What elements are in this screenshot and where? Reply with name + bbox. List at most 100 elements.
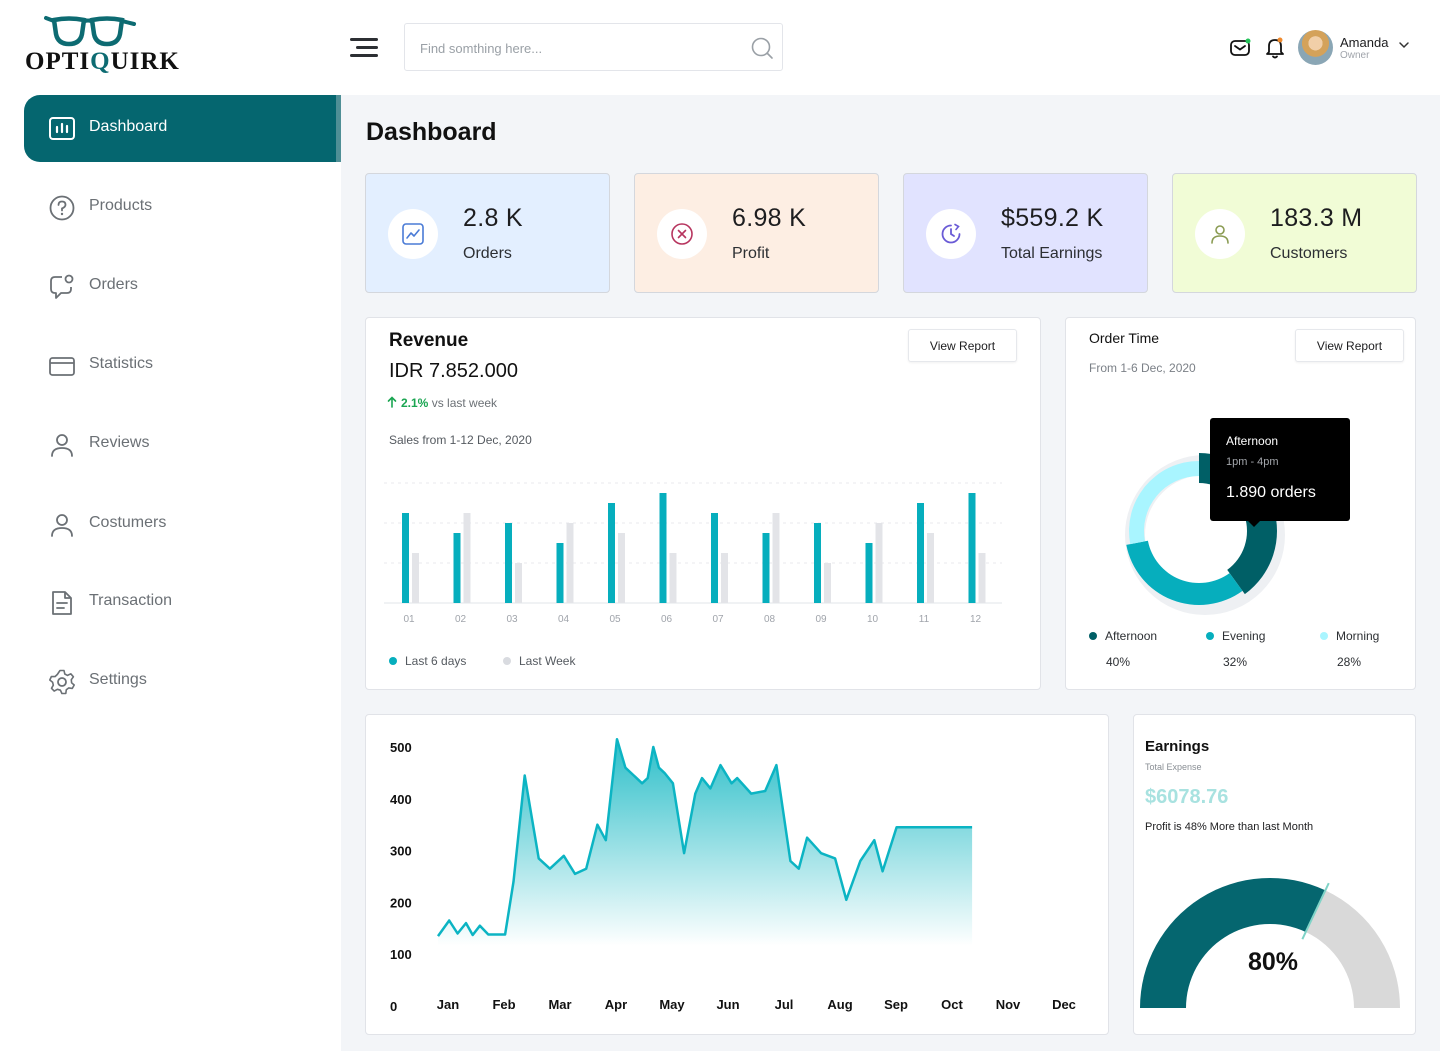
x-tick-label: 04 — [558, 614, 570, 625]
revenue-growth-text: vs last week — [431, 396, 498, 410]
x-tick-label: May — [659, 997, 685, 1012]
x-tick-label: Aug — [827, 997, 852, 1012]
x-tick-label: Mar — [548, 997, 571, 1012]
x-tick-label: 10 — [867, 614, 879, 625]
chat-bubble-icon — [50, 274, 74, 299]
search-input[interactable] — [420, 36, 740, 60]
bar-last-week — [566, 523, 574, 603]
bar-last-6-days — [453, 533, 461, 603]
x-tick-label: 01 — [403, 614, 415, 625]
chevron-down-icon[interactable] — [1398, 40, 1410, 50]
document-icon — [52, 591, 72, 615]
bar-last-6-days — [814, 523, 821, 603]
user-icon — [51, 514, 73, 537]
earnings-title: Earnings — [1145, 738, 1210, 755]
gauge-remaining — [1305, 890, 1400, 1008]
sidebar-item-transaction[interactable]: Transaction — [24, 569, 341, 636]
x-tick-label: Jul — [775, 997, 794, 1012]
bar-last-week — [618, 533, 625, 603]
bar-last-6-days — [865, 543, 873, 603]
y-tick-label: 500 — [390, 740, 412, 755]
revenue-growth-pct: 2.1% — [401, 396, 429, 410]
view-report-button[interactable]: View Report — [908, 329, 1017, 362]
sidebar-item-label: Statistics — [89, 355, 154, 372]
stat-icon-wrapper — [926, 209, 976, 259]
gauge-marker — [1301, 882, 1330, 940]
revenue-amount: IDR 7.852.000 — [389, 360, 518, 382]
stat-card-profit[interactable]: 6.98 K Profit — [634, 173, 879, 293]
x-tick-label: 07 — [712, 614, 724, 625]
y-tick-label: 100 — [390, 947, 412, 962]
legend-dot — [1089, 632, 1097, 640]
mail-icon[interactable] — [1229, 37, 1251, 59]
bar-last-6-days — [711, 513, 718, 603]
x-tick-label: 12 — [970, 614, 982, 625]
page-title: Dashboard — [366, 118, 497, 146]
stat-card-total-earnings[interactable]: $559.2 K Total Earnings — [903, 173, 1148, 293]
bar-last-6-days — [402, 513, 409, 603]
x-tick-label: Feb — [492, 997, 515, 1012]
bar-last-week — [412, 553, 419, 603]
bar-last-week — [515, 563, 522, 603]
bar-last-week — [463, 513, 471, 603]
sidebar-item-products[interactable]: Products — [24, 174, 341, 241]
legend-item-evening: Evening 32% — [1206, 629, 1265, 669]
order-time-title: Order Time — [1089, 330, 1160, 346]
credit-card-icon — [49, 357, 75, 376]
x-tick-label: 11 — [919, 614, 930, 625]
gauge-percentage: 80% — [1248, 948, 1299, 976]
bar-last-6-days — [968, 493, 976, 603]
user-icon — [51, 434, 73, 457]
sidebar-item-costumers[interactable]: Costumers — [24, 491, 341, 558]
earnings-note: Profit is 48% More than last Month — [1145, 821, 1314, 833]
legend-label: Last Week — [519, 654, 576, 668]
bar-last-week — [824, 563, 831, 603]
stat-card-customers[interactable]: 183.3 M Customers — [1172, 173, 1417, 293]
menu-toggle-icon[interactable] — [348, 36, 380, 60]
sidebar-item-settings[interactable]: Settings — [24, 648, 341, 715]
tooltip-orders: 1.890 orders — [1226, 484, 1316, 501]
arrow-up-icon — [387, 396, 397, 408]
user-name[interactable]: Amanda — [1340, 35, 1389, 50]
clock-icon — [941, 223, 961, 244]
sidebar-item-dashboard[interactable]: Dashboard — [24, 95, 341, 162]
gauge-filled — [1140, 878, 1326, 1008]
stat-label: Total Earnings — [1001, 245, 1103, 262]
stat-icon-wrapper — [1195, 209, 1245, 259]
legend-label: Evening — [1222, 629, 1266, 643]
avatar[interactable] — [1298, 30, 1333, 65]
top-header: OPTIQUIRK Amanda Owner — [0, 0, 1440, 95]
close-circle-icon — [671, 223, 693, 245]
stat-value: $559.2 K — [1001, 204, 1104, 232]
sidebar-item-label: Orders — [89, 276, 138, 293]
tooltip-pointer — [1247, 520, 1261, 527]
sales-area-chart: 0 100 200 300 400 500 Jan Feb Mar Apr May Jun Jul Aug… — [390, 737, 1076, 1014]
x-tick-label: 02 — [455, 614, 467, 625]
sales-area-panel: 0 100 200 300 400 500 Jan Feb Mar Apr May Jun Jul Aug… — [365, 714, 1109, 1035]
sidebar-item-statistics[interactable]: Statistics — [24, 332, 341, 399]
stat-icon-wrapper — [657, 209, 707, 259]
bar-last-6-days — [762, 533, 770, 603]
x-tick-label: Oct — [941, 997, 963, 1012]
stat-label: Orders — [463, 245, 512, 262]
legend-item-last-week: Last Week — [503, 654, 575, 668]
search-icon[interactable] — [750, 36, 774, 60]
x-tick-label: 03 — [506, 614, 518, 625]
legend-dot — [1320, 632, 1328, 640]
view-report-button[interactable]: View Report — [1295, 329, 1404, 362]
user-role: Owner — [1340, 50, 1370, 61]
earnings-subtitle: Total Expense — [1145, 762, 1202, 772]
donut-slice-evening — [1126, 540, 1243, 605]
logo[interactable]: OPTIQUIRK — [24, 14, 179, 76]
stat-value: 6.98 K — [732, 204, 807, 232]
legend-label: Morning — [1336, 629, 1380, 643]
trend-chart-icon — [402, 223, 424, 245]
sidebar-item-reviews[interactable]: Reviews — [24, 411, 341, 478]
bell-icon[interactable] — [1264, 36, 1286, 60]
tooltip-time: 1pm - 4pm — [1226, 456, 1279, 468]
sidebar-item-orders[interactable]: Orders — [24, 253, 341, 320]
stat-card-orders[interactable]: 2.8 K Orders — [365, 173, 610, 293]
x-tick-label: Jun — [716, 997, 739, 1012]
y-tick-label: 200 — [390, 895, 412, 910]
donut-slice-morning — [1129, 461, 1199, 545]
